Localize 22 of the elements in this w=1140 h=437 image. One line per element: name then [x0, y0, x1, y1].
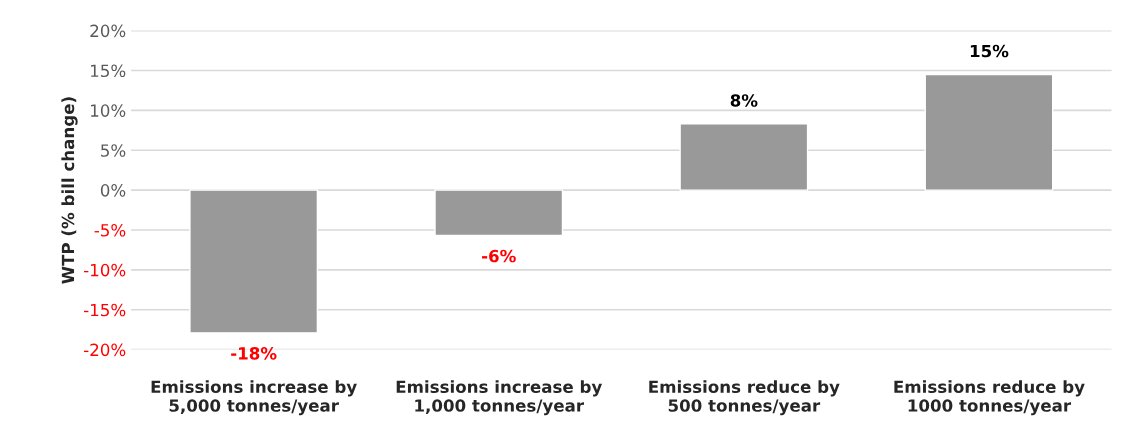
y-tick-label: -10% — [84, 263, 126, 277]
y-tick-label: 0% — [100, 184, 126, 197]
x-tick-label: Emissions reduce by 500 tonnes/year — [649, 380, 840, 416]
y-tick-label: 15% — [91, 64, 126, 78]
bar — [679, 123, 809, 191]
y-tick-label: -15% — [84, 303, 126, 317]
y-tick-label: -20% — [84, 343, 126, 357]
y-axis-title: WTP (% bill change) — [61, 97, 78, 284]
y-tick-label: 20% — [90, 24, 126, 38]
y-tick-label: -5% — [94, 223, 126, 237]
y-tick-label: 10% — [91, 104, 126, 117]
data-label: 15% — [970, 44, 1009, 58]
x-tick-label: Emissions increase by 5,000 tonnes/year — [151, 380, 357, 416]
bar — [924, 73, 1054, 191]
bar — [189, 189, 319, 334]
x-tick-label: Emissions reduce by 1000 tonnes/year — [894, 380, 1085, 416]
data-label: -18% — [231, 347, 277, 360]
x-tick-label: Emissions increase by 1,000 tonnes/year — [396, 380, 602, 416]
data-label: 8% — [730, 94, 758, 107]
y-tick-label: 5% — [101, 144, 126, 157]
data-label: -6% — [482, 249, 516, 263]
bar — [434, 189, 564, 237]
